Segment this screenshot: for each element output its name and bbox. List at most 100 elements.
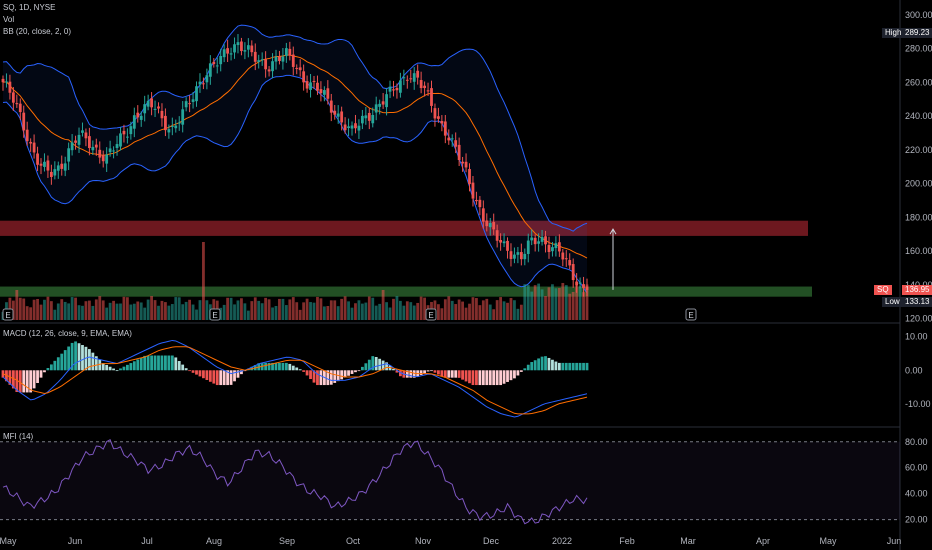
macd-histogram-bar — [167, 355, 171, 371]
volume-bar — [267, 299, 271, 320]
macd-histogram-bar — [464, 370, 468, 382]
candle-body — [405, 79, 409, 81]
candle-body — [343, 124, 347, 131]
candle-body — [170, 126, 174, 128]
candle-body — [119, 133, 122, 147]
candle-body — [398, 80, 402, 93]
volume-bar — [502, 301, 506, 320]
earnings-marker: E — [2, 308, 14, 321]
volume-bar — [240, 298, 243, 320]
candle-body — [136, 112, 140, 118]
volume-bar — [236, 300, 240, 320]
volume-bar — [381, 290, 385, 320]
volume-bar — [46, 296, 50, 320]
mfi-pane[interactable] — [0, 439, 900, 525]
volume-bar — [288, 299, 292, 320]
volume-bar — [564, 285, 568, 320]
earnings-marker-label: E — [428, 311, 433, 320]
volume-bar — [181, 304, 185, 320]
candle-body — [98, 149, 102, 158]
macd-histogram-bar — [367, 359, 371, 371]
volume-bar — [385, 302, 388, 320]
axes: 120.00 140.00 160.00 180.00 200.00 220.00 240.… — [0, 10, 932, 546]
candle-body — [174, 125, 178, 129]
earnings-marker-label: E — [212, 311, 217, 320]
macd-histogram-bar — [305, 370, 309, 376]
macd-histogram-bar — [139, 357, 143, 371]
volume-indicator-label[interactable]: Vol — [3, 15, 15, 24]
candle-body — [492, 222, 496, 230]
candle-body — [15, 103, 19, 105]
volume-bar — [392, 298, 395, 320]
macd-histogram-bar — [70, 342, 74, 371]
candle-body — [582, 284, 585, 289]
macd-histogram-bar — [233, 370, 236, 382]
macd-histogram-bar — [39, 370, 43, 378]
volume-bar — [544, 295, 547, 320]
macd-histogram-bar — [198, 370, 202, 377]
macd-histogram-bar — [208, 370, 212, 382]
mfi-indicator-label[interactable]: MFI (14) — [3, 432, 34, 441]
candle-body — [70, 142, 74, 151]
mfi-band-fill — [0, 441, 900, 520]
candle-body — [105, 154, 109, 164]
macd-histogram-bar — [475, 370, 478, 386]
high-label-badge: High — [882, 28, 905, 38]
candle-body — [502, 241, 506, 244]
candle-body — [409, 78, 413, 80]
candle-body — [219, 55, 223, 65]
volume-bar — [112, 300, 115, 320]
volume-bar — [233, 304, 236, 320]
candle-body — [540, 236, 544, 242]
volume-bar — [357, 300, 361, 320]
macd-histogram-bar — [81, 345, 84, 371]
macd-indicator-label[interactable]: MACD (12, 26, close, 9, EMA, EMA) — [3, 329, 132, 338]
macd-histogram-bar — [222, 370, 226, 386]
candle-body — [264, 59, 268, 70]
candle-body — [53, 169, 57, 176]
candle-body — [488, 222, 492, 228]
volume-bar — [409, 302, 413, 320]
volume-bar — [405, 301, 409, 320]
volume-bar — [167, 305, 171, 320]
volume-bar — [492, 309, 496, 320]
macd-histogram-bar — [392, 369, 395, 371]
volume-bar — [153, 300, 157, 320]
volume-bar — [464, 307, 468, 320]
macd-histogram-bar — [278, 362, 281, 371]
volume-bar — [371, 297, 375, 320]
macd-histogram-bar — [274, 362, 278, 371]
low-label-badge: Low — [882, 297, 903, 307]
candle-body — [585, 286, 589, 291]
macd-histogram-bar — [378, 358, 382, 371]
x-tick-label: May — [819, 536, 837, 546]
macd-histogram-bar — [568, 362, 572, 371]
macd-histogram-bar — [188, 370, 192, 372]
volume-bar — [81, 305, 84, 320]
candle-body — [139, 115, 143, 120]
candle-body — [260, 59, 264, 61]
macd-histogram-bar — [571, 362, 575, 371]
macd-histogram-bar — [36, 370, 39, 384]
volume-bar — [540, 289, 544, 320]
volume-bar — [551, 284, 554, 320]
volume-bar — [164, 302, 167, 320]
macd-histogram-bar — [157, 355, 160, 371]
high-value-badge: 289.23 — [902, 28, 932, 38]
volume-bar — [336, 306, 340, 320]
macd-pane[interactable] — [1, 339, 589, 418]
candle-body — [150, 98, 153, 108]
candle-body — [67, 148, 71, 162]
candle-body — [126, 136, 129, 138]
macd-histogram-bar — [526, 364, 530, 371]
macd-histogram-bar — [126, 364, 129, 371]
macd-histogram-bar — [461, 370, 464, 380]
volume-bar — [533, 285, 537, 320]
volume-bar — [506, 302, 509, 320]
macd-histogram-bar — [582, 362, 585, 371]
candle-body — [29, 141, 33, 144]
candle-body — [329, 100, 333, 113]
bollinger-indicator-label[interactable]: BB (20, close, 2, 0) — [3, 27, 72, 36]
